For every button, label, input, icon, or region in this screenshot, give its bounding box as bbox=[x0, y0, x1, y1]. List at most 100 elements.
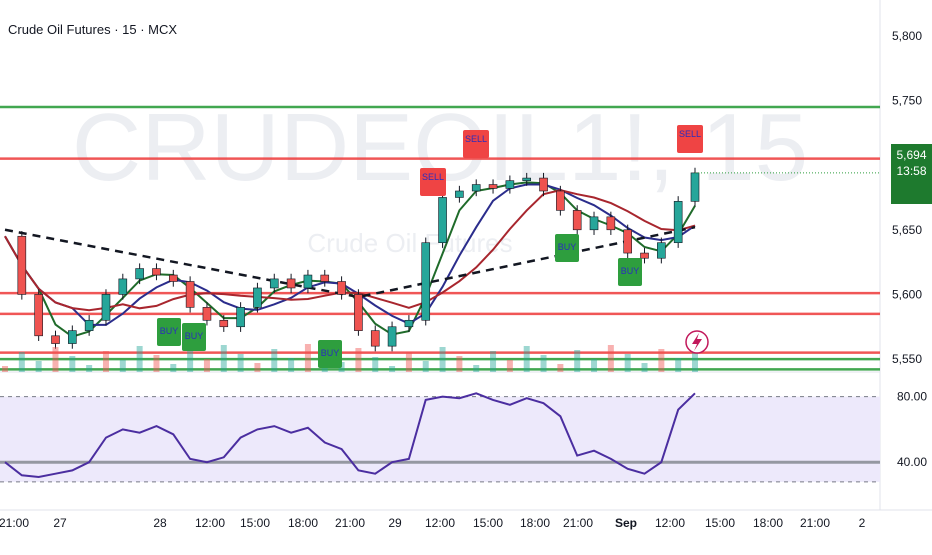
candle-body bbox=[387, 326, 397, 347]
candle-body bbox=[606, 216, 616, 231]
volume-bar bbox=[304, 344, 311, 372]
candle bbox=[219, 315, 229, 332]
candle bbox=[101, 289, 111, 326]
sell-signal-box bbox=[420, 168, 446, 196]
candle-body bbox=[421, 242, 431, 321]
buy-signal-label: BUY bbox=[558, 242, 577, 252]
last-price-value: 5,694 bbox=[896, 148, 927, 162]
candle bbox=[455, 185, 464, 203]
rsi-tick-label: 80.00 bbox=[897, 390, 927, 404]
volume-bar bbox=[523, 346, 530, 372]
time-tick-label: 21:00 bbox=[563, 516, 593, 530]
candle bbox=[354, 289, 363, 336]
candle bbox=[421, 237, 431, 326]
time-tick-label: 18:00 bbox=[288, 516, 318, 530]
ema-slow-line bbox=[4, 189, 696, 312]
candle-body bbox=[572, 210, 582, 231]
time-tick-label: 2 bbox=[859, 516, 866, 530]
candle bbox=[556, 185, 565, 216]
candle bbox=[286, 273, 296, 294]
candle bbox=[135, 263, 144, 285]
candle bbox=[522, 172, 532, 186]
volume-bar bbox=[506, 360, 513, 372]
candle bbox=[269, 273, 279, 294]
volume-bar bbox=[490, 351, 497, 372]
candle-body bbox=[185, 281, 195, 308]
time-tick-label: 18:00 bbox=[753, 516, 783, 530]
volume-bar bbox=[574, 350, 581, 372]
candle bbox=[17, 231, 27, 300]
volume-bar bbox=[372, 357, 379, 372]
candle-body bbox=[438, 197, 447, 244]
price-tick-label: 5,750 bbox=[892, 94, 922, 108]
candle-body bbox=[320, 274, 330, 282]
candle-body bbox=[471, 184, 481, 192]
candle-body bbox=[337, 281, 346, 295]
rsi-band bbox=[0, 396, 880, 482]
rsi-line bbox=[4, 392, 696, 479]
candle-body bbox=[219, 319, 229, 328]
buy-signal-label: BUY bbox=[185, 331, 204, 341]
candle-body bbox=[84, 319, 94, 331]
volume-bar bbox=[389, 366, 396, 372]
candle-body bbox=[135, 268, 144, 280]
time-tick-label: 12:00 bbox=[655, 516, 685, 530]
time-tick-label: 12:00 bbox=[195, 516, 225, 530]
time-tick-label: 15:00 bbox=[240, 516, 270, 530]
candle-body bbox=[34, 294, 43, 337]
sell-signal-label: SELL bbox=[422, 172, 444, 182]
time-tick-label: 27 bbox=[53, 516, 67, 530]
candle bbox=[673, 196, 683, 248]
candle bbox=[168, 269, 178, 287]
sell-signal-label: SELL bbox=[679, 129, 701, 139]
candle bbox=[202, 302, 212, 326]
candle bbox=[657, 237, 666, 264]
volume-bar bbox=[119, 360, 126, 372]
lightning-bolt-glyph bbox=[692, 333, 702, 351]
price-tick-label: 5,800 bbox=[892, 29, 922, 43]
candle-body bbox=[673, 201, 683, 244]
buy-signal-box bbox=[157, 318, 181, 346]
candle bbox=[68, 325, 77, 349]
time-tick-label: 21:00 bbox=[800, 516, 830, 530]
time-tick-label: 21:00 bbox=[335, 516, 365, 530]
trend-line bbox=[4, 225, 696, 299]
candle bbox=[253, 282, 262, 313]
time-tick-label: Sep bbox=[615, 516, 637, 530]
sell-signal-box bbox=[463, 130, 489, 158]
volume-bar bbox=[624, 354, 631, 372]
price-tick-label: 5,600 bbox=[892, 287, 922, 301]
volume-bar bbox=[473, 365, 480, 372]
candle bbox=[152, 263, 161, 281]
buy-signal-label: BUY bbox=[621, 266, 640, 276]
candle bbox=[539, 172, 548, 197]
volume-bar bbox=[237, 354, 244, 372]
time-tick-label: 15:00 bbox=[705, 516, 735, 530]
sell-signal-box bbox=[677, 125, 703, 153]
volume-bar bbox=[254, 363, 261, 372]
buy-signal-label: BUY bbox=[321, 348, 340, 358]
volume-bar bbox=[153, 355, 160, 372]
candle-body bbox=[286, 278, 296, 289]
candle bbox=[387, 321, 397, 352]
candle bbox=[404, 315, 414, 332]
time-tick-label: 29 bbox=[388, 516, 402, 530]
candle-body bbox=[370, 330, 380, 347]
candle bbox=[34, 289, 43, 341]
candle bbox=[320, 269, 330, 287]
buy-signal-label: BUY bbox=[160, 326, 179, 336]
volume-bar bbox=[456, 356, 463, 372]
candle bbox=[640, 247, 649, 264]
volume-bar bbox=[288, 358, 295, 372]
candle bbox=[471, 179, 481, 197]
time-tick-label: 28 bbox=[153, 516, 167, 530]
watermark-description: Crude Oil Futures bbox=[307, 228, 512, 258]
candle-body bbox=[623, 229, 632, 254]
volume-bar bbox=[271, 349, 278, 372]
bar-countdown: 13:58 bbox=[896, 164, 927, 178]
candle-body bbox=[488, 184, 498, 189]
volume-bar bbox=[2, 366, 8, 372]
volume-bar bbox=[658, 349, 665, 372]
